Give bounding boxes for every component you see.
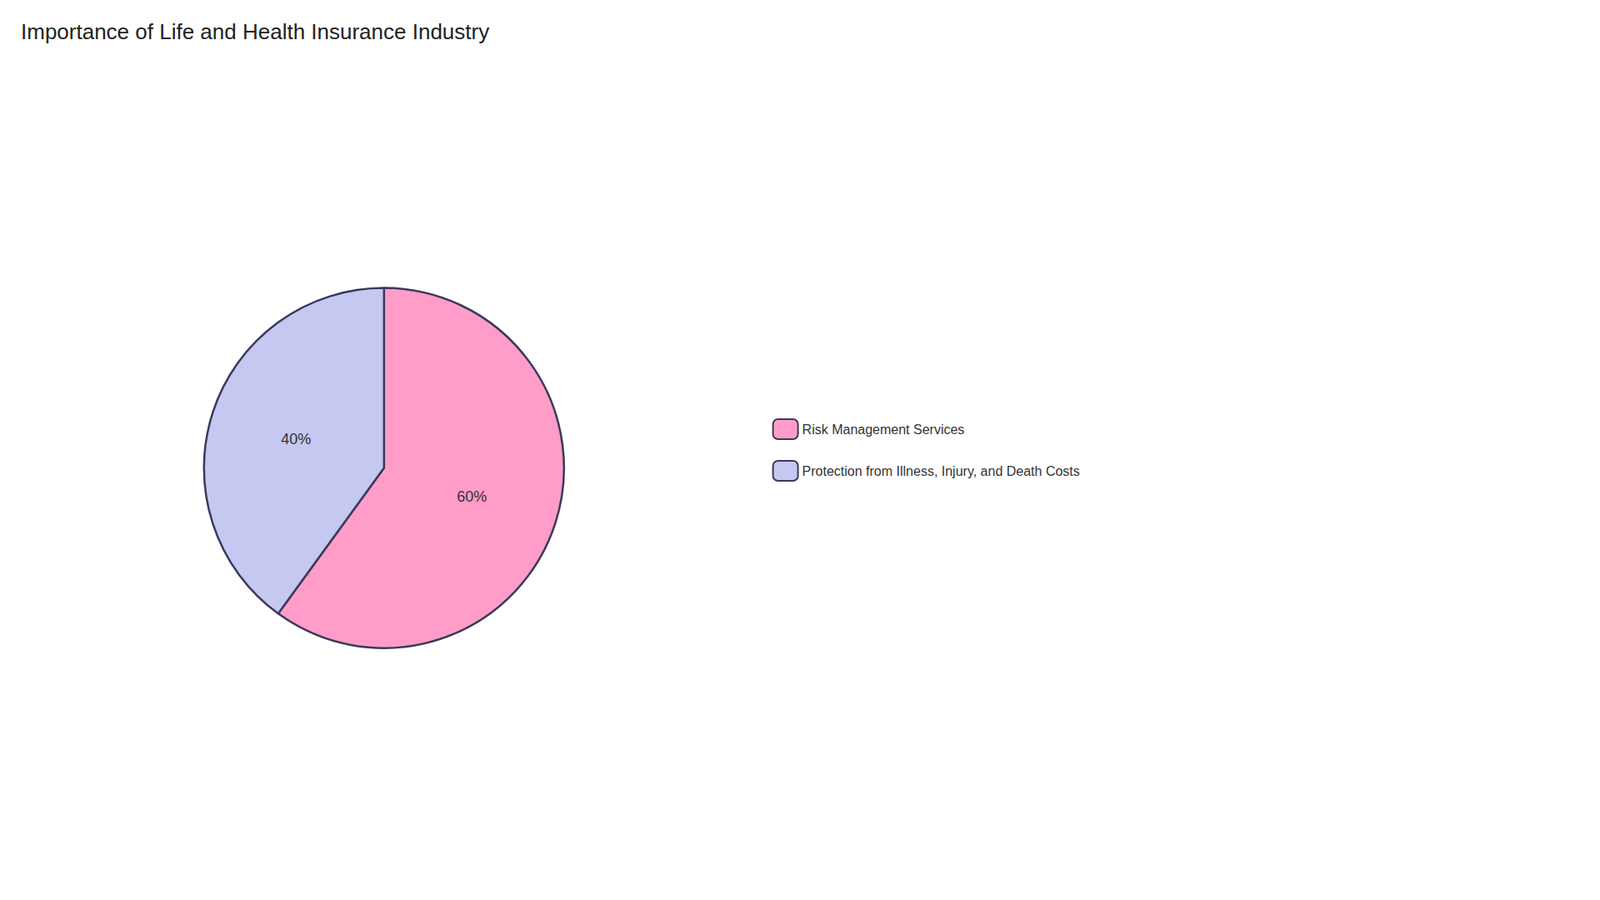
svg-text:Risk Management Services: Risk Management Services xyxy=(802,422,965,437)
svg-text:Protection from Illness, Injur: Protection from Illness, Injury, and Dea… xyxy=(802,464,1080,479)
svg-text:40%: 40% xyxy=(280,430,311,448)
svg-text:Importance of Life and Health: Importance of Life and Health Insurance … xyxy=(20,19,490,45)
svg-text:60%: 60% xyxy=(456,488,487,505)
